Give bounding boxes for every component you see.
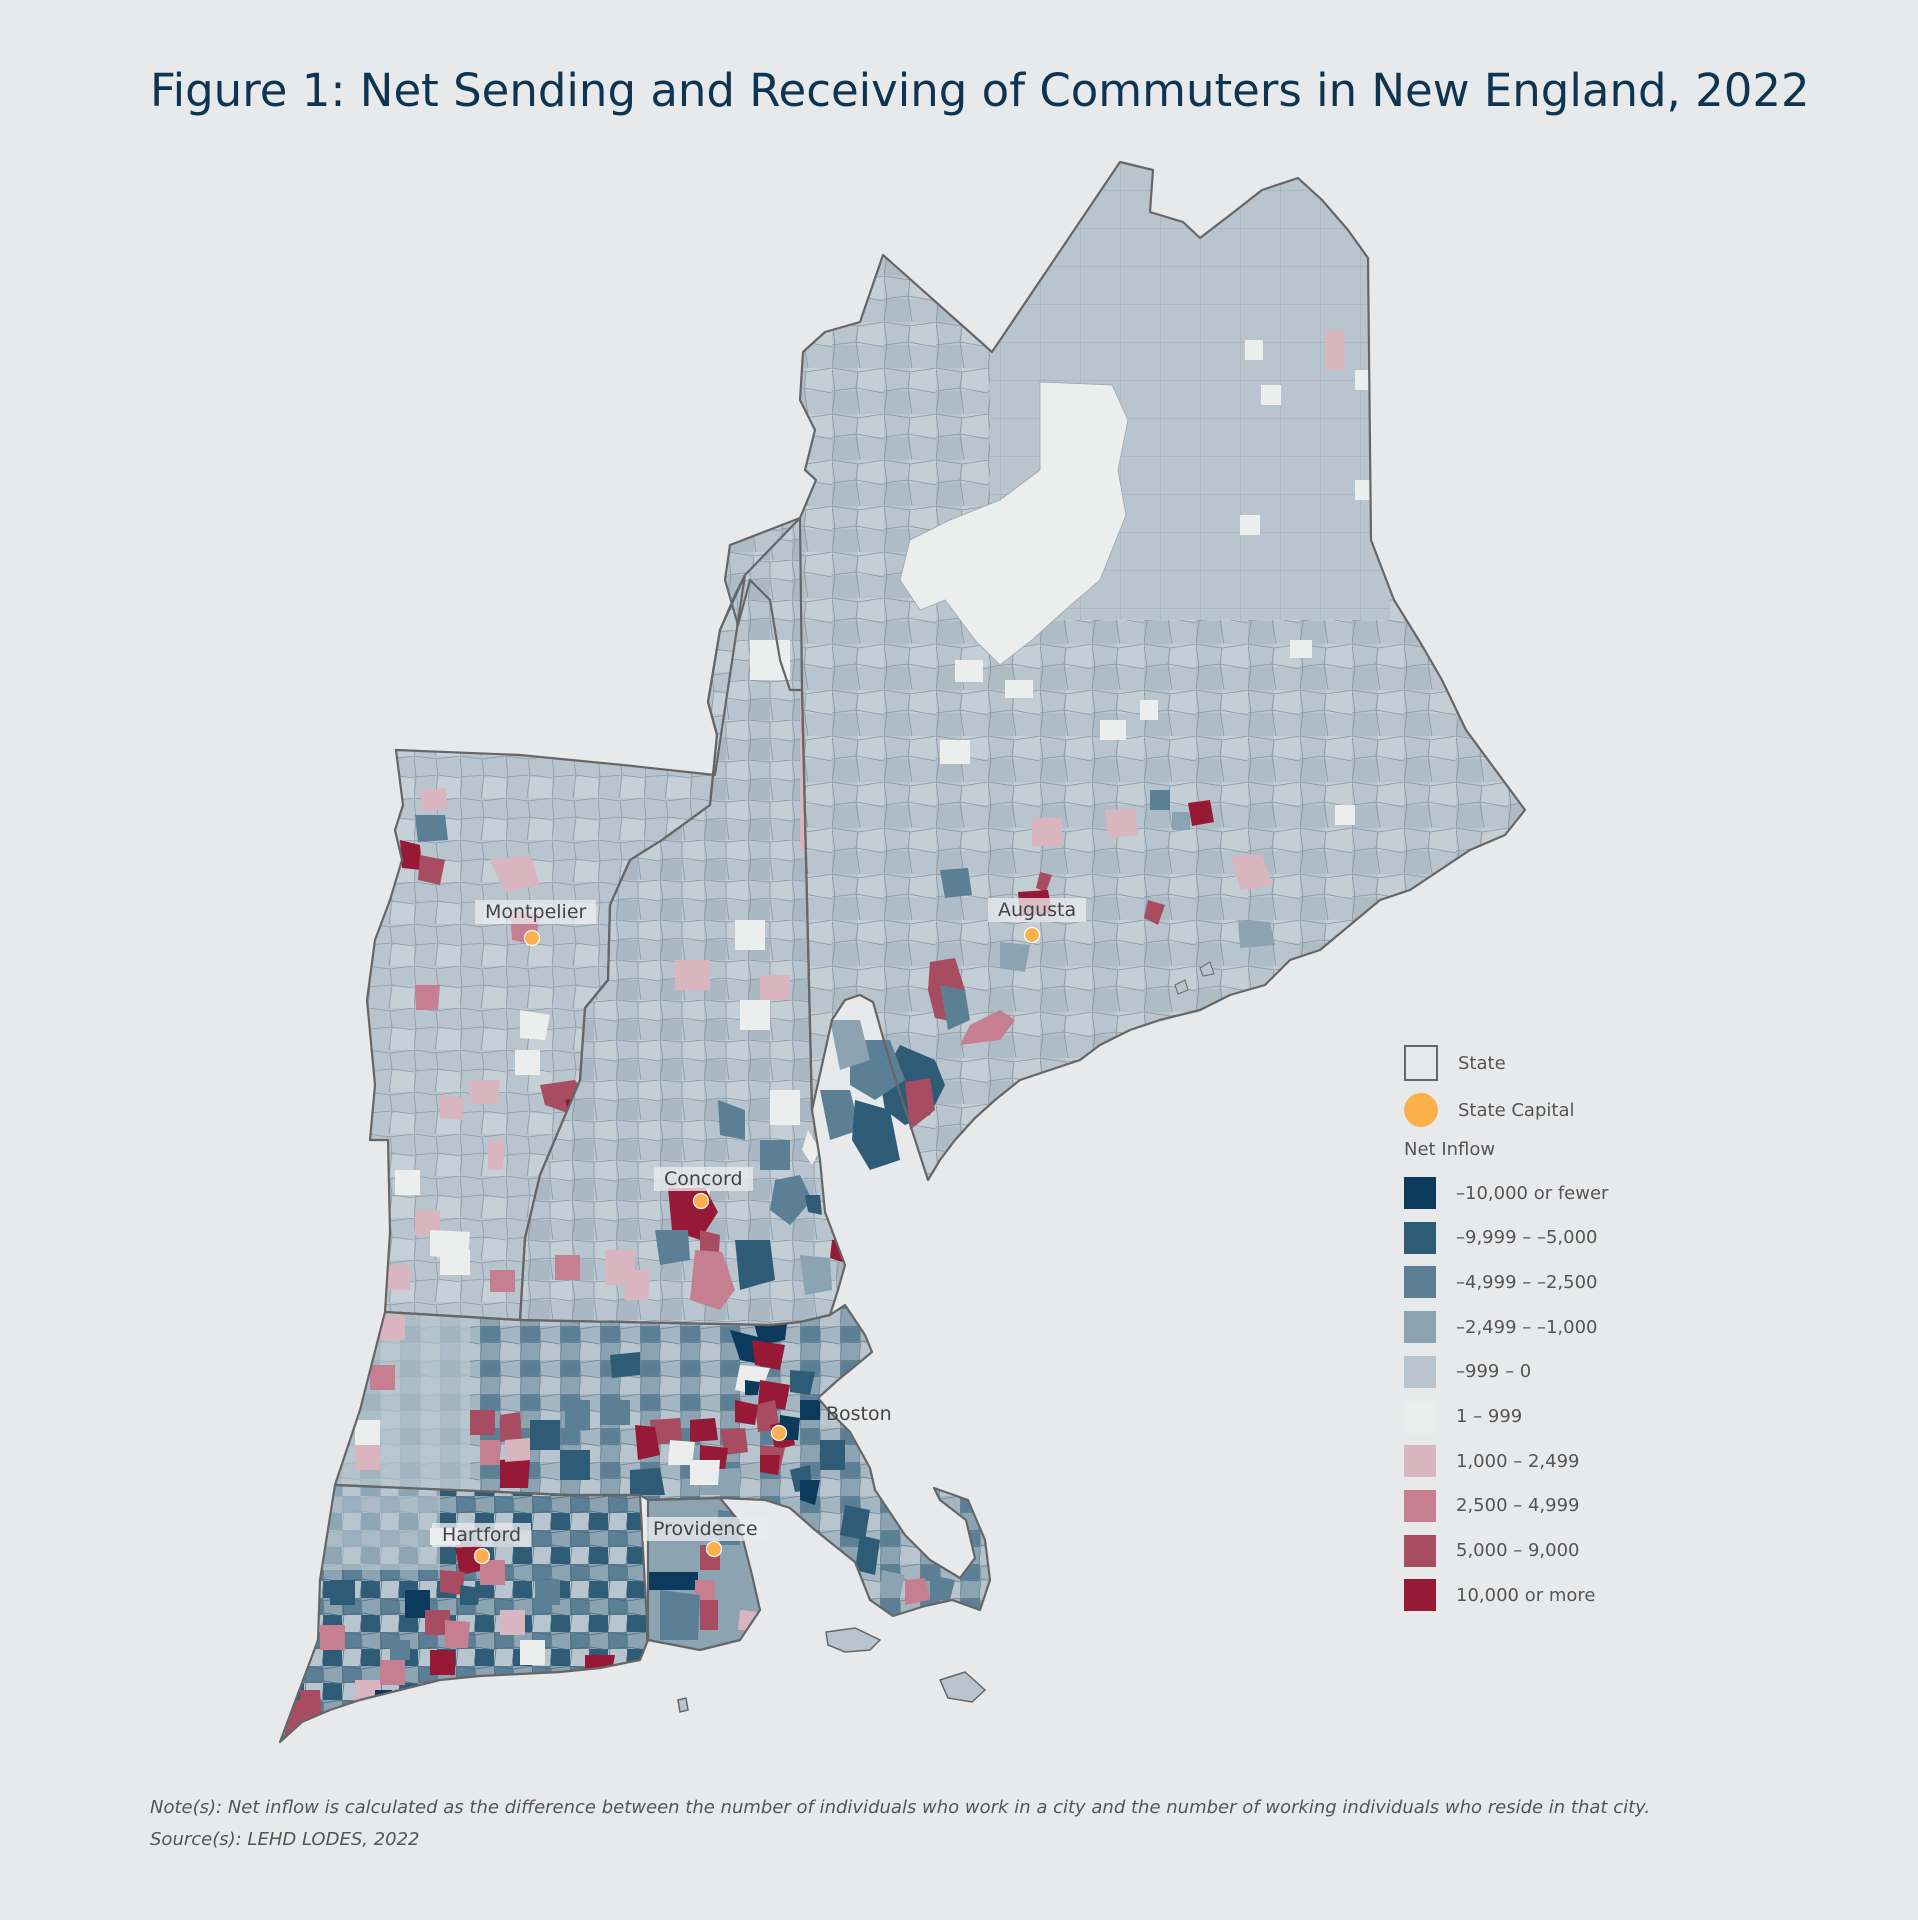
connecticut-outline [278, 1483, 650, 1744]
legend-swatch [1404, 1534, 1436, 1567]
legend-swatch [1404, 1355, 1436, 1388]
legend-label: –999 – 0 [1456, 1361, 1532, 1383]
capital-providence-marker [705, 1540, 723, 1558]
legend-class-2: –4,999 – –2,500 [1404, 1266, 1598, 1299]
vermont-outline [365, 573, 747, 1322]
legend-state-capital: State Capital [1404, 1093, 1574, 1127]
city-label-hartford: Hartford [432, 1523, 532, 1547]
legend-label: 1 – 999 [1456, 1406, 1523, 1427]
legend-class-1: –9,999 – –5,000 [1404, 1221, 1598, 1254]
legend-label: –2,499 – –1,000 [1456, 1316, 1598, 1338]
legend-swatch [1404, 1177, 1436, 1209]
city-label-providence: Providence [643, 1517, 768, 1541]
note-text: Note(s): Net inflow is calculated as the… [150, 1797, 1651, 1818]
legend-class-3: –2,499 – –1,000 [1404, 1311, 1598, 1344]
legend-class-4: –999 – 0 [1404, 1355, 1532, 1388]
legend-class-0: –10,000 or fewer [1404, 1177, 1608, 1209]
legend-state: State [1404, 1045, 1506, 1081]
state-maine [725, 162, 1525, 1180]
city-label-augusta: Augusta [988, 898, 1087, 922]
legend-class-5: 1 – 999 [1404, 1400, 1523, 1433]
capital-hartford-marker [473, 1547, 491, 1565]
legend-label: –4,999 – –2,500 [1456, 1271, 1598, 1293]
legend-swatch [1404, 1445, 1436, 1478]
legend-swatch [1404, 1489, 1436, 1522]
city-label-boston: Boston [826, 1403, 892, 1425]
capital-augusta-marker [1023, 926, 1041, 944]
map-title: Figure 1: Net Sending and Receiving of C… [150, 64, 1810, 117]
state-capital-swatch [1404, 1093, 1438, 1127]
capital-montpelier-marker [523, 929, 541, 947]
legend-label: 5,000 – 9,000 [1456, 1540, 1580, 1562]
legend-label: 2,500 – 4,999 [1456, 1495, 1580, 1517]
legend-class-8: 5,000 – 9,000 [1404, 1534, 1580, 1567]
rhode-island-outline [646, 1496, 762, 1652]
legend-label: –9,999 – –5,000 [1456, 1227, 1598, 1249]
state-connecticut [280, 1485, 648, 1742]
city-label-montpelier: Montpelier [475, 900, 597, 924]
legend-swatch [1404, 1400, 1436, 1433]
legend-heading: Net Inflow [1404, 1139, 1496, 1160]
legend-swatch [1404, 1579, 1436, 1612]
legend-class-7: 2,500 – 4,999 [1404, 1489, 1580, 1522]
capital-boston-marker [770, 1424, 788, 1442]
maine-outline [723, 160, 1527, 1182]
figure-notes: Note(s): Net inflow is calculated as the… [150, 1792, 1650, 1856]
legend-label: –10,000 or fewer [1456, 1182, 1609, 1204]
massachusetts-outline [333, 1303, 992, 1618]
capital-concord-marker [692, 1192, 710, 1210]
legend-class-6: 1,000 – 2,499 [1404, 1445, 1580, 1478]
legend-label: 1,000 – 2,499 [1456, 1450, 1580, 1472]
legend-class-9: 10,000 or more [1404, 1579, 1596, 1612]
legend-label: 10,000 or more [1456, 1584, 1596, 1606]
source-text: Source(s): LEHD LODES, 2022 [150, 1829, 420, 1850]
legend-swatch [1404, 1266, 1436, 1299]
legend-swatch [1404, 1221, 1436, 1254]
legend-swatch [1404, 1311, 1436, 1344]
city-label-concord: Concord [654, 1167, 753, 1191]
state-outline-swatch [1404, 1045, 1438, 1081]
